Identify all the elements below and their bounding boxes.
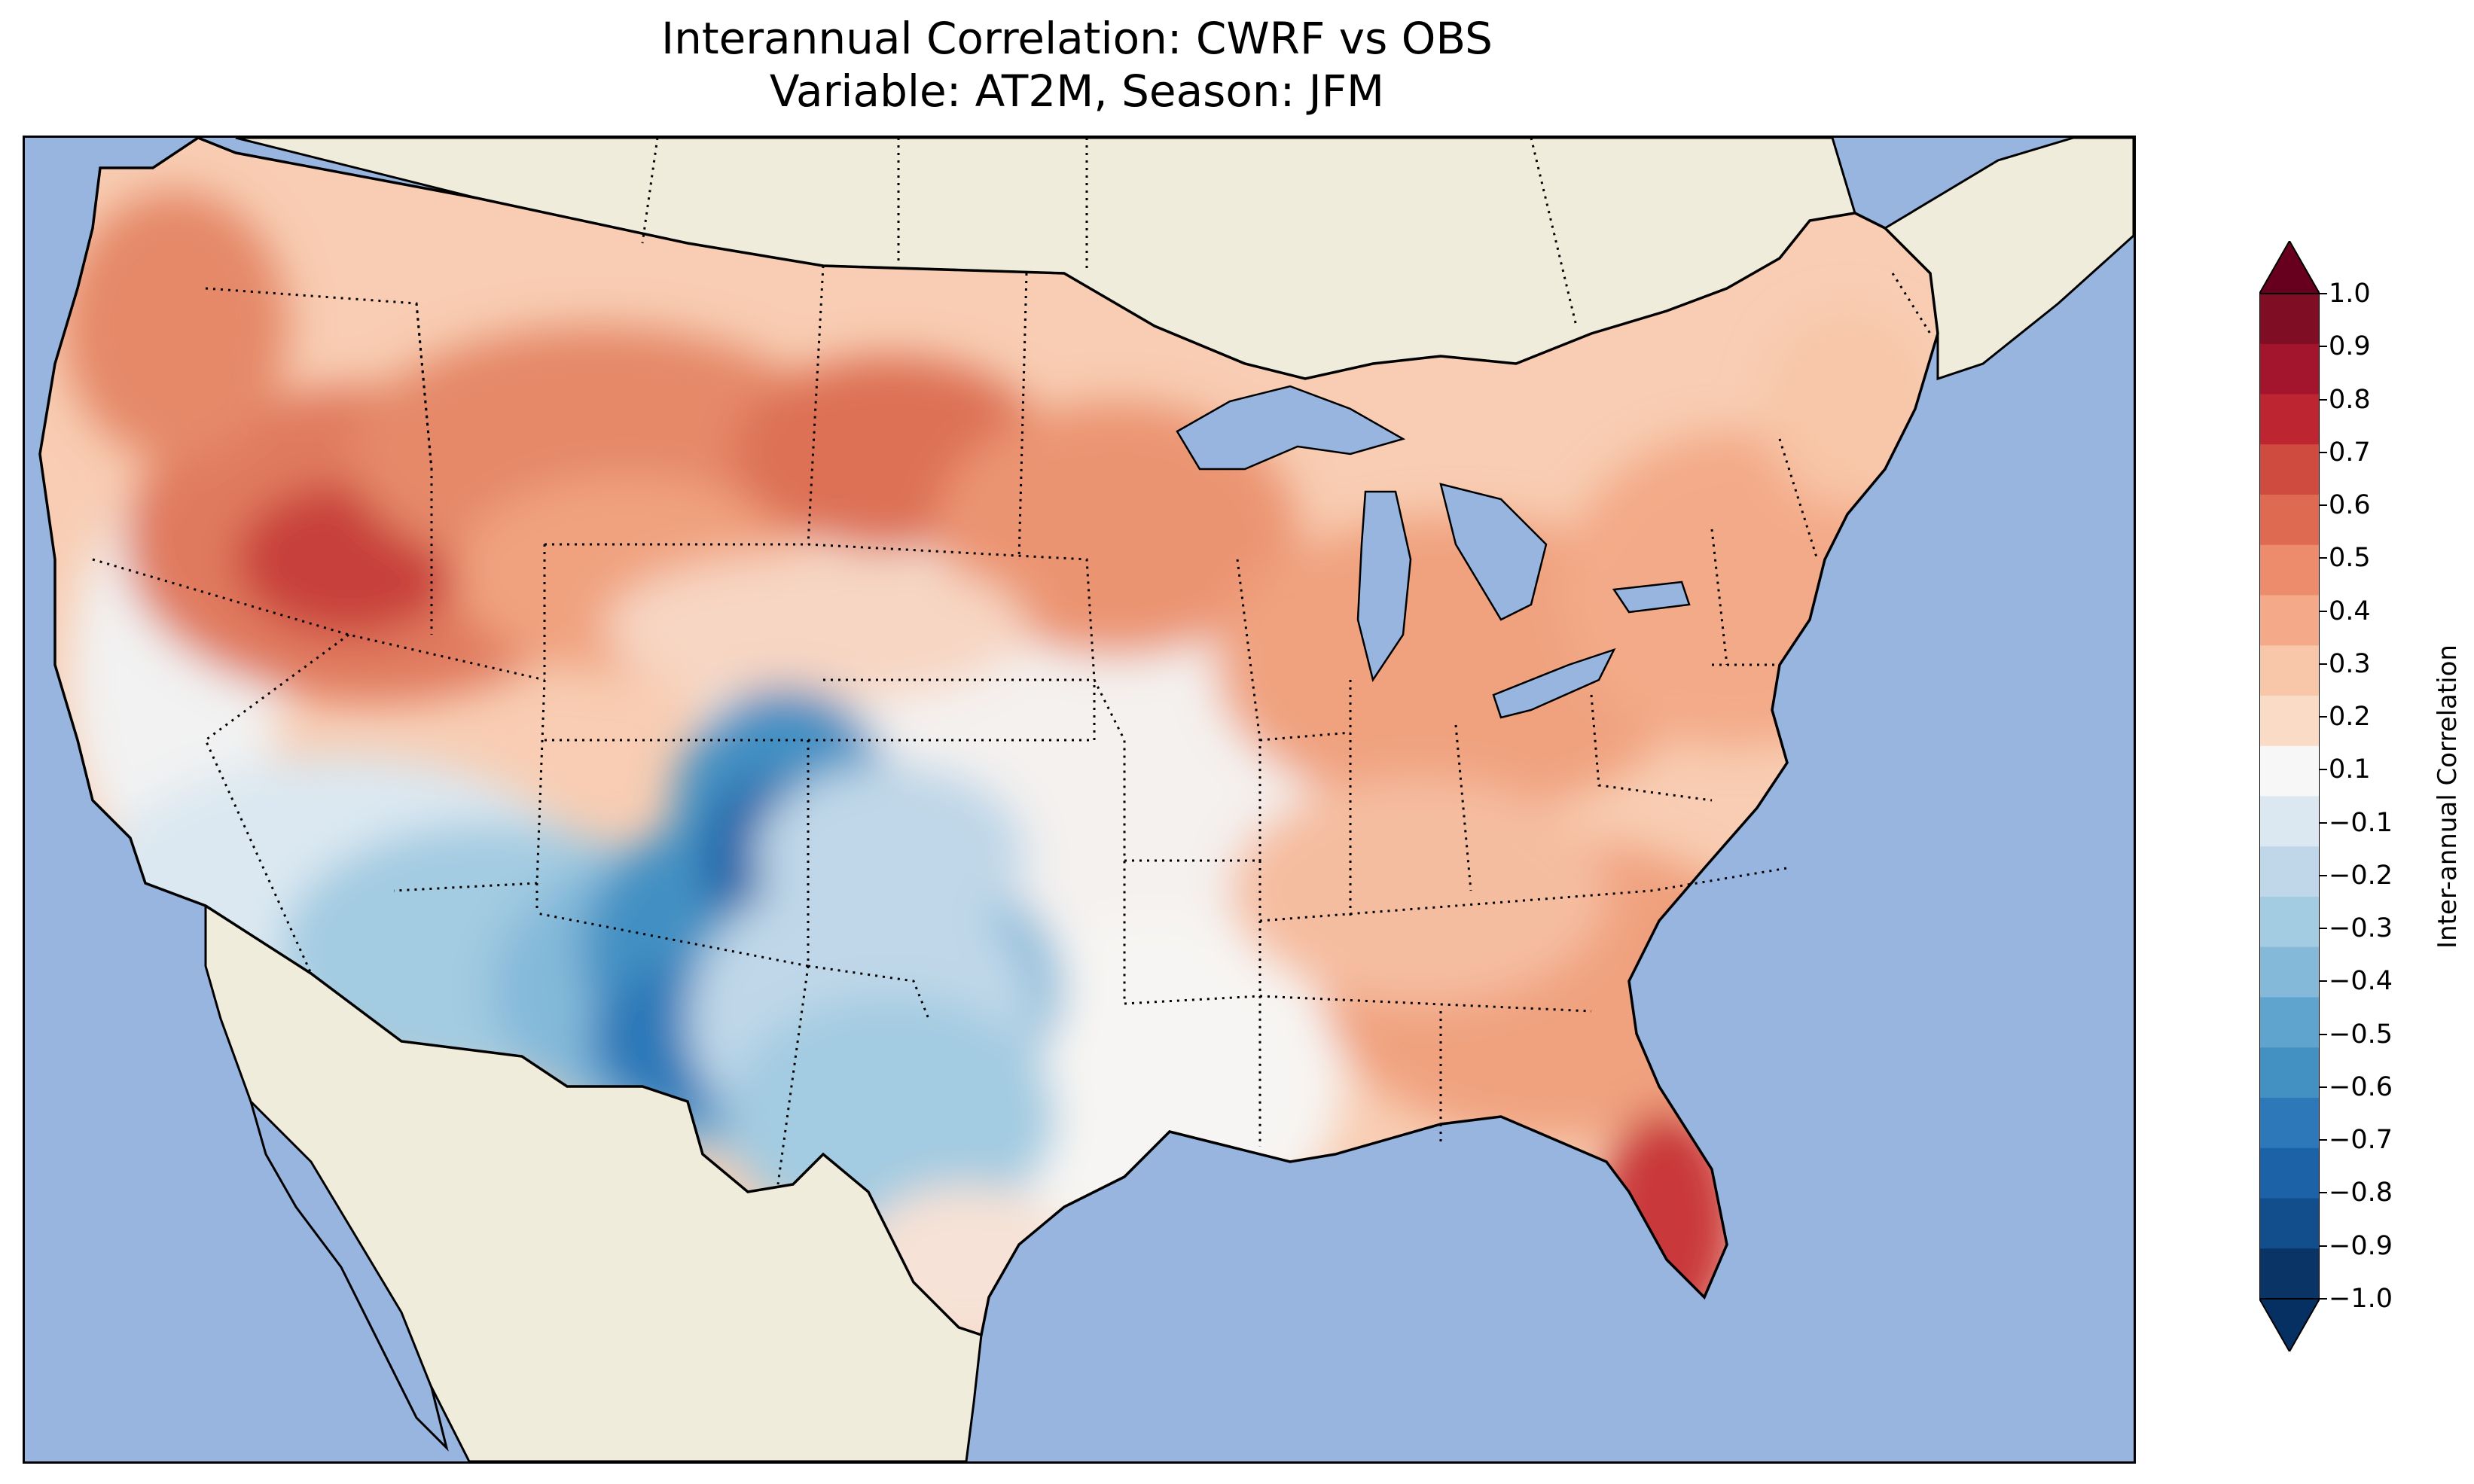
title-line-1: Interannual Correlation: CWRF vs OBS	[660, 13, 1493, 64]
baja-land	[248, 1097, 449, 1452]
colorbar-segment	[2259, 696, 2320, 747]
colorbar-tick-mark	[2320, 1139, 2327, 1141]
colorbar-tick-label: 0.5	[2329, 543, 2371, 574]
colorbar-extend-max	[2259, 241, 2320, 294]
colorbar-tick-mark	[2320, 504, 2327, 507]
colorbar-tick-mark	[2320, 293, 2327, 294]
colorbar-tick-label: 0.7	[2329, 437, 2371, 468]
colorbar-segment	[2259, 796, 2320, 847]
province-borders	[641, 138, 1932, 334]
colorbar-segment	[2259, 1047, 2320, 1099]
colorbar-tick-label: 0.3	[2329, 648, 2371, 679]
colorbar-tick-mark	[2320, 1033, 2327, 1035]
colorbar-tick-label: 0.2	[2329, 702, 2371, 733]
colorbar-tick-mark	[2320, 874, 2327, 876]
colorbar-segment	[2259, 645, 2320, 696]
colorbar-segment	[2259, 1147, 2320, 1199]
colorbar-tick-label: 1.0	[2329, 279, 2371, 309]
colorbar-tick-label: 0.9	[2329, 331, 2371, 362]
colorbar-tick-mark	[2320, 451, 2327, 453]
colorbar-tick-mark	[2320, 928, 2327, 930]
page-title: Interannual Correlation: CWRF vs OBS Var…	[0, 12, 2154, 117]
colorbar-segment	[2259, 846, 2320, 897]
colorbar-segment	[2259, 343, 2320, 395]
lake-ontario	[1612, 580, 1691, 614]
title-line-2: Variable: AT2M, Season: JFM	[769, 66, 1385, 117]
colorbar-segment	[2259, 595, 2320, 646]
colorbar-tick-mark	[2320, 980, 2327, 983]
colorbar-tick-mark	[2320, 346, 2327, 348]
colorbar-tick-mark	[2320, 663, 2327, 665]
colorbar-segment	[2259, 294, 2320, 345]
colorbar-tick-mark	[2320, 716, 2327, 718]
colorbar-tick-label: −0.3	[2329, 913, 2393, 944]
colorbar-tick-label: −0.8	[2329, 1178, 2393, 1208]
colorbar-tick-label: 0.8	[2329, 384, 2371, 415]
lake-michigan	[1356, 490, 1412, 683]
colorbar-tick-label: 0.6	[2329, 490, 2371, 521]
colorbar-tick-label: −1.0	[2329, 1284, 2393, 1314]
colorbar-tick-label: 0.1	[2329, 754, 2371, 785]
colorbar-segment	[2259, 444, 2320, 495]
colorbar-tick-mark	[2320, 398, 2327, 401]
colorbar-tick-label: −0.7	[2329, 1125, 2393, 1156]
colorbar-tick-label: −0.5	[2329, 1019, 2393, 1050]
colorbar-tick-label: −0.2	[2329, 860, 2393, 891]
lake-erie	[1492, 648, 1616, 719]
colorbar-segment	[2259, 1248, 2320, 1300]
colorbar-tick-label: 0.4	[2329, 596, 2371, 626]
colorbar-tick-label: −0.4	[2329, 966, 2393, 997]
correlation-map	[25, 138, 2134, 1461]
colorbar-tick-mark	[2320, 1298, 2327, 1300]
lake-superior	[1176, 385, 1406, 471]
colorbar-tick-mark	[2320, 610, 2327, 612]
colorbar-segment	[2259, 495, 2320, 546]
map-panel[interactable]	[23, 136, 2136, 1464]
colorbar	[2259, 241, 2320, 1351]
colorbar-tick-label: −0.9	[2329, 1230, 2393, 1261]
colorbar-tick-mark	[2320, 557, 2327, 559]
state-borders	[92, 265, 1819, 1185]
colorbar-segment	[2259, 745, 2320, 797]
colorbar-tick-mark	[2320, 1245, 2327, 1247]
colorbar-segment	[2259, 1098, 2320, 1149]
colorbar-segment	[2259, 897, 2320, 948]
colorbar-tick-mark	[2320, 1192, 2327, 1194]
colorbar-segment	[2259, 997, 2320, 1048]
colorbar-segment	[2259, 946, 2320, 998]
colorbar-tick-mark	[2320, 821, 2327, 824]
colorbar-segment	[2259, 544, 2320, 596]
colorbar-tick-label: −0.6	[2329, 1071, 2393, 1102]
colorbar-segment	[2259, 1198, 2320, 1249]
colorbar-tick-mark	[2320, 769, 2327, 771]
colorbar-segment	[2259, 394, 2320, 445]
colorbar-extend-min	[2259, 1298, 2320, 1351]
lake-huron	[1439, 483, 1548, 621]
colorbar-label: Inter-annual Correlation	[2433, 644, 2463, 949]
colorbar-tick-mark	[2320, 1086, 2327, 1088]
colorbar-tick-label: −0.1	[2329, 807, 2393, 838]
